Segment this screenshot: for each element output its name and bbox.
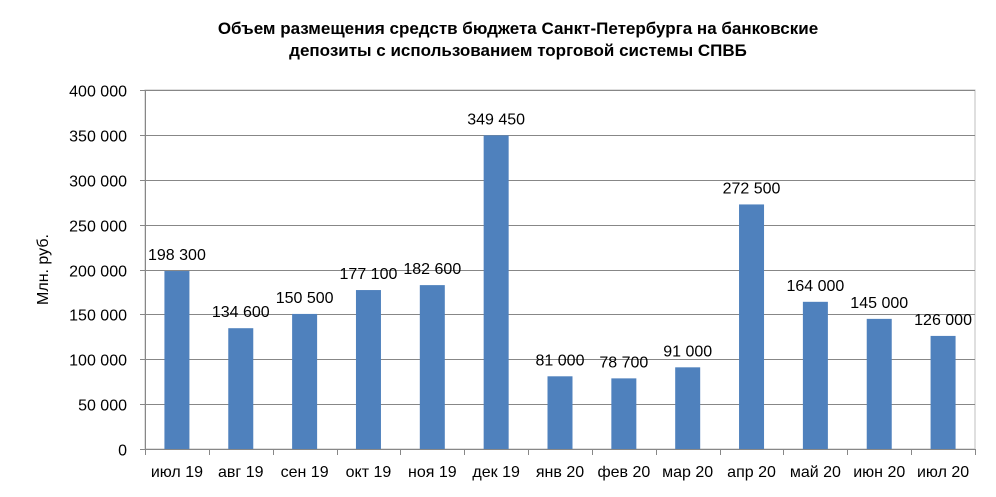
x-tick-label: фев 20 <box>597 464 650 481</box>
bar <box>611 378 637 449</box>
bar <box>419 285 445 449</box>
y-tick-label: 300 000 <box>69 174 127 191</box>
x-tick-label: янв 20 <box>536 464 584 481</box>
y-tick-label: 50 000 <box>78 398 127 415</box>
x-tick-label: май 20 <box>790 464 841 481</box>
bar <box>739 204 765 449</box>
bar-value-label: 78 700 <box>599 354 648 371</box>
bar-value-label: 150 500 <box>276 290 334 307</box>
bar-value-label: 145 000 <box>850 295 908 312</box>
bar-value-label: 272 500 <box>723 180 781 197</box>
bar-value-label: 91 000 <box>663 343 712 360</box>
bar <box>292 313 318 449</box>
chart-title-line-1: Объем размещения средств бюджета Санкт-П… <box>217 19 819 38</box>
y-axis-label: Млн. руб. <box>35 234 52 305</box>
y-tick-label: 400 000 <box>69 84 127 101</box>
bar <box>547 376 573 449</box>
bar <box>802 301 828 449</box>
y-tick-label: 0 <box>118 443 127 460</box>
bar-value-label: 198 300 <box>148 247 206 264</box>
x-tick-label: июл 20 <box>917 464 969 481</box>
bar-value-label: 134 600 <box>212 304 270 321</box>
bar-value-label: 182 600 <box>403 261 461 278</box>
x-tick-label: мар 20 <box>662 464 713 481</box>
x-tick-label: сен 19 <box>281 464 329 481</box>
bar-value-label: 81 000 <box>536 352 585 369</box>
chart-title: Объем размещения средств бюджета Санкт-П… <box>0 18 996 62</box>
x-tick-label: авг 19 <box>218 464 264 481</box>
y-tick-label: 350 000 <box>69 129 127 146</box>
bar <box>930 335 956 449</box>
y-tick-label: 250 000 <box>69 219 127 236</box>
bar <box>355 290 381 449</box>
bar-value-label: 349 450 <box>467 111 525 128</box>
chart-title-line-2: депозиты с использованием торговой систе… <box>289 41 747 60</box>
x-tick-label: окт 19 <box>346 464 392 481</box>
x-tick-label: июн 20 <box>853 464 905 481</box>
bar <box>866 318 892 449</box>
x-tick-label: дек 19 <box>472 464 520 481</box>
x-tick-label: июл 19 <box>151 464 203 481</box>
bar <box>675 367 701 449</box>
x-tick-label: ноя 19 <box>408 464 457 481</box>
y-tick-label: 150 000 <box>69 308 127 325</box>
y-tick-label: 100 000 <box>69 353 127 370</box>
bar-value-label: 177 100 <box>340 266 398 283</box>
bar <box>164 271 190 449</box>
bar <box>483 135 509 449</box>
bar-value-label: 126 000 <box>914 312 972 329</box>
y-tick-label: 200 000 <box>69 264 127 281</box>
bar-value-label: 164 000 <box>786 278 844 295</box>
x-tick-label: апр 20 <box>727 464 776 481</box>
bar <box>228 328 254 449</box>
